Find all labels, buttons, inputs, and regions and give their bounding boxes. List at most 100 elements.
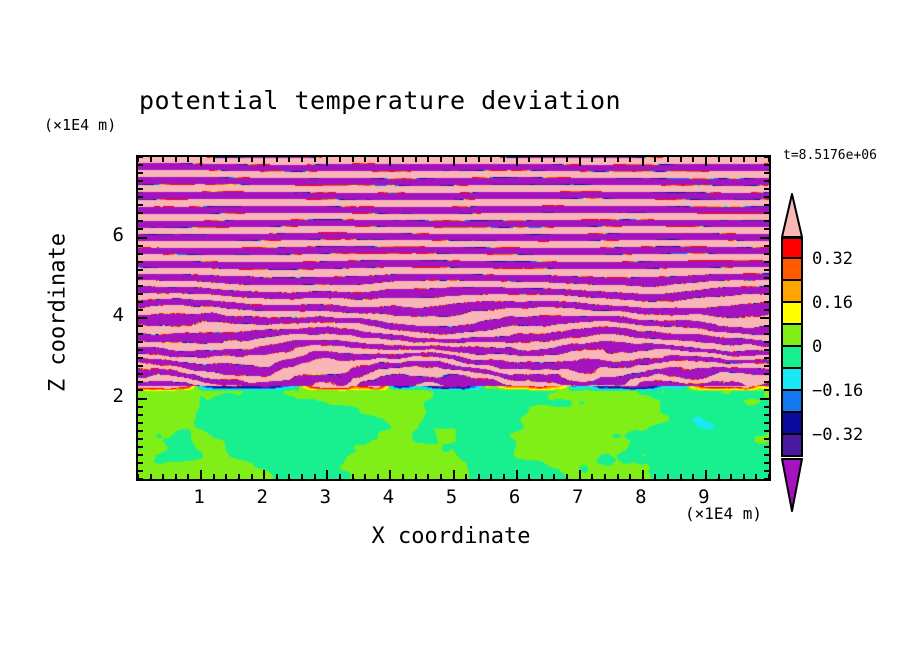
- axis-tick: [138, 260, 143, 263]
- colorbar-band: [781, 413, 803, 435]
- contour-field: [138, 157, 769, 479]
- axis-tick: [490, 474, 493, 479]
- axis-tick: [679, 474, 682, 479]
- axis-tick: [641, 470, 644, 479]
- axis-tick: [138, 180, 143, 183]
- axis-tick: [138, 317, 147, 319]
- axis-tick: [465, 157, 468, 162]
- axis-tick: [477, 157, 480, 162]
- axis-tick: [730, 474, 733, 479]
- axis-tick: [764, 300, 769, 303]
- time-annotation: t=8.5176e+06: [783, 148, 877, 163]
- axis-tick: [138, 325, 143, 328]
- axis-tick: [704, 157, 707, 166]
- x-tick-label: 8: [635, 486, 647, 508]
- axis-tick: [212, 474, 215, 479]
- axis-tick: [338, 157, 341, 162]
- axis-tick: [138, 469, 143, 472]
- axis-tick: [351, 157, 354, 162]
- axis-tick: [566, 157, 569, 162]
- axis-tick: [313, 157, 316, 162]
- axis-tick: [138, 172, 143, 175]
- axis-tick: [138, 308, 143, 311]
- axis-tick: [138, 405, 143, 408]
- axis-tick: [742, 157, 745, 162]
- axis-tick: [755, 474, 758, 479]
- axis-tick: [138, 365, 143, 368]
- axis-tick: [764, 357, 769, 360]
- axis-tick: [138, 292, 143, 295]
- axis-tick: [553, 157, 556, 162]
- axis-tick: [187, 157, 190, 162]
- colorbar-tick-label: −0.32: [812, 425, 864, 445]
- axis-tick: [138, 252, 143, 255]
- axis-tick: [427, 157, 430, 162]
- colorbar-band: [781, 391, 803, 413]
- axis-tick: [764, 244, 769, 247]
- axis-tick: [138, 212, 143, 215]
- axis-tick: [427, 474, 430, 479]
- colorbar-band: [781, 369, 803, 391]
- axis-tick: [376, 157, 379, 162]
- axis-tick: [603, 157, 606, 162]
- axis-tick: [149, 157, 152, 162]
- axis-tick: [540, 157, 543, 162]
- axis-tick: [764, 437, 769, 440]
- axis-tick: [237, 157, 240, 162]
- axis-tick: [414, 474, 417, 479]
- axis-tick: [764, 429, 769, 432]
- axis-tick: [566, 474, 569, 479]
- axis-tick: [591, 474, 594, 479]
- x-tick-label: 1: [193, 486, 205, 508]
- axis-tick: [376, 474, 379, 479]
- axis-tick: [351, 474, 354, 479]
- axis-tick: [439, 474, 442, 479]
- axis-tick: [764, 204, 769, 207]
- colorbar-band: [781, 281, 803, 303]
- axis-tick: [764, 276, 769, 279]
- axis-tick: [137, 157, 139, 162]
- axis-tick: [768, 157, 770, 162]
- axis-tick: [212, 157, 215, 162]
- axis-tick: [402, 474, 405, 479]
- axis-tick: [764, 381, 769, 384]
- axis-tick: [138, 413, 143, 416]
- axis-tick: [288, 474, 291, 479]
- axis-tick: [275, 474, 278, 479]
- axis-tick: [138, 196, 143, 199]
- axis-tick: [764, 228, 769, 231]
- axis-tick: [654, 474, 657, 479]
- axis-tick: [764, 292, 769, 295]
- x-tick-label: 7: [571, 486, 584, 508]
- axis-tick: [764, 421, 769, 424]
- axis-tick: [764, 405, 769, 408]
- axis-tick: [389, 157, 392, 166]
- axis-tick: [764, 478, 769, 480]
- axis-tick: [138, 478, 143, 480]
- axis-tick: [138, 445, 143, 448]
- axis-tick: [764, 308, 769, 311]
- axis-tick: [629, 474, 632, 479]
- y-tick-label: 6: [112, 223, 124, 246]
- colorbar-band: [781, 303, 803, 325]
- colorbar[interactable]: [781, 237, 803, 457]
- axis-tick: [138, 453, 143, 456]
- axis-tick: [764, 325, 769, 328]
- axis-tick: [764, 164, 769, 167]
- axis-tick: [764, 333, 769, 336]
- axis-tick: [326, 157, 329, 166]
- axis-tick: [764, 196, 769, 199]
- axis-tick: [138, 276, 143, 279]
- axis-tick: [389, 470, 392, 479]
- axis-tick: [540, 474, 543, 479]
- axis-tick: [275, 157, 278, 162]
- colorbar-tick-label: 0.16: [812, 293, 853, 313]
- axis-tick: [629, 157, 632, 162]
- axis-tick: [138, 389, 143, 392]
- y-axis-units-label: (×1E4 m): [44, 116, 117, 134]
- y-axis-title: Z coordinate: [45, 233, 71, 392]
- axis-tick: [730, 157, 733, 162]
- colorbar-tick-label: 0.32: [812, 249, 853, 269]
- axis-tick: [452, 157, 455, 166]
- colorbar-tick-label: −0.16: [812, 381, 864, 401]
